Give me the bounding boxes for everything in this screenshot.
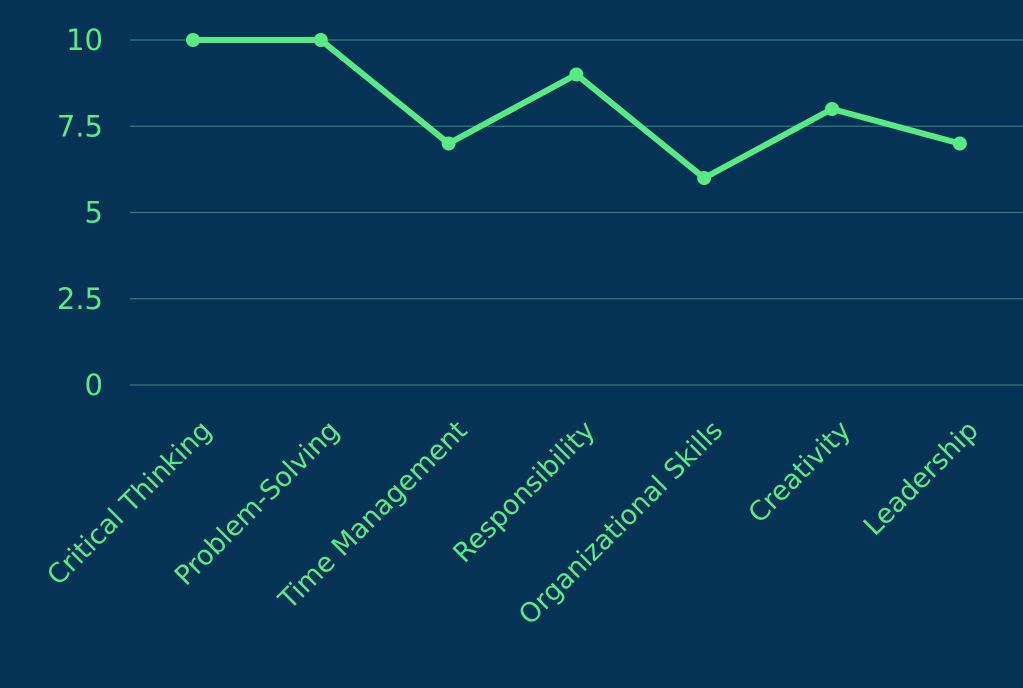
gridlines	[130, 39, 1023, 386]
data-point	[186, 33, 200, 47]
data-point	[569, 67, 584, 82]
x-tick-label: Creativity	[743, 415, 857, 529]
data-point	[441, 136, 456, 151]
y-axis-ticks: 0 2.5 5 7.5 10	[57, 23, 103, 402]
data-point	[697, 171, 712, 185]
y-tick-label: 7.5	[57, 109, 103, 143]
x-tick-label: Leadership	[858, 415, 985, 542]
series-layer	[186, 33, 967, 185]
y-tick-label: 2.5	[57, 282, 103, 316]
x-tick-label: Organizational Skills	[513, 415, 729, 631]
data-point	[952, 136, 967, 151]
data-point	[825, 102, 839, 116]
y-tick-label: 0	[85, 368, 103, 402]
series-line	[190, 37, 963, 181]
data-point	[313, 33, 328, 47]
y-tick-label: 5	[85, 196, 103, 230]
y-tick-label: 10	[66, 23, 103, 57]
